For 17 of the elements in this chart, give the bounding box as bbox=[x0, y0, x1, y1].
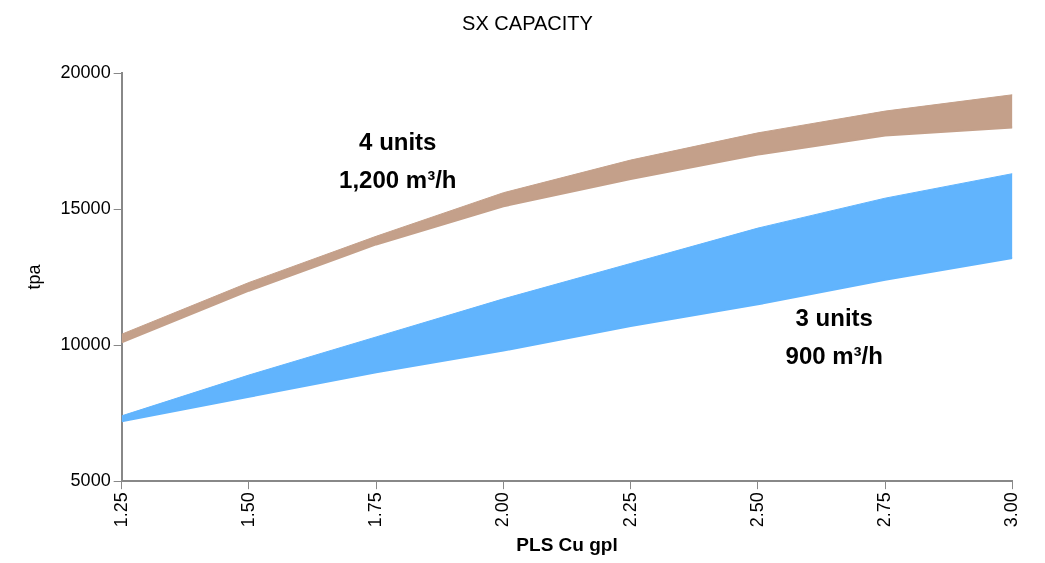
x-tick-label: 1.75 bbox=[365, 492, 386, 528]
x-tick-label: 2.75 bbox=[874, 492, 895, 528]
chart-title: SX CAPACITY bbox=[462, 11, 593, 34]
x-axis-title: PLS Cu gpl bbox=[516, 533, 618, 555]
x-tick-label: 1.50 bbox=[237, 492, 258, 528]
x-tick-label: 2.25 bbox=[619, 492, 640, 528]
x-tick-label: 1.25 bbox=[110, 492, 131, 528]
y-tick-label: 10000 bbox=[60, 334, 111, 355]
y-tick-label: 20000 bbox=[60, 61, 111, 82]
y-tick-label: 15000 bbox=[60, 198, 111, 219]
x-tick-label: 2.00 bbox=[492, 492, 513, 528]
y-tick-label: 5000 bbox=[70, 470, 111, 491]
annotation: 4 units 1,200 m³/h bbox=[339, 128, 457, 194]
x-tick-label: 3.00 bbox=[1001, 492, 1022, 528]
y-axis-title: tpa bbox=[23, 263, 44, 290]
annotation: 3 units 900 m³/h bbox=[785, 303, 883, 369]
x-tick-label: 2.50 bbox=[746, 492, 767, 528]
